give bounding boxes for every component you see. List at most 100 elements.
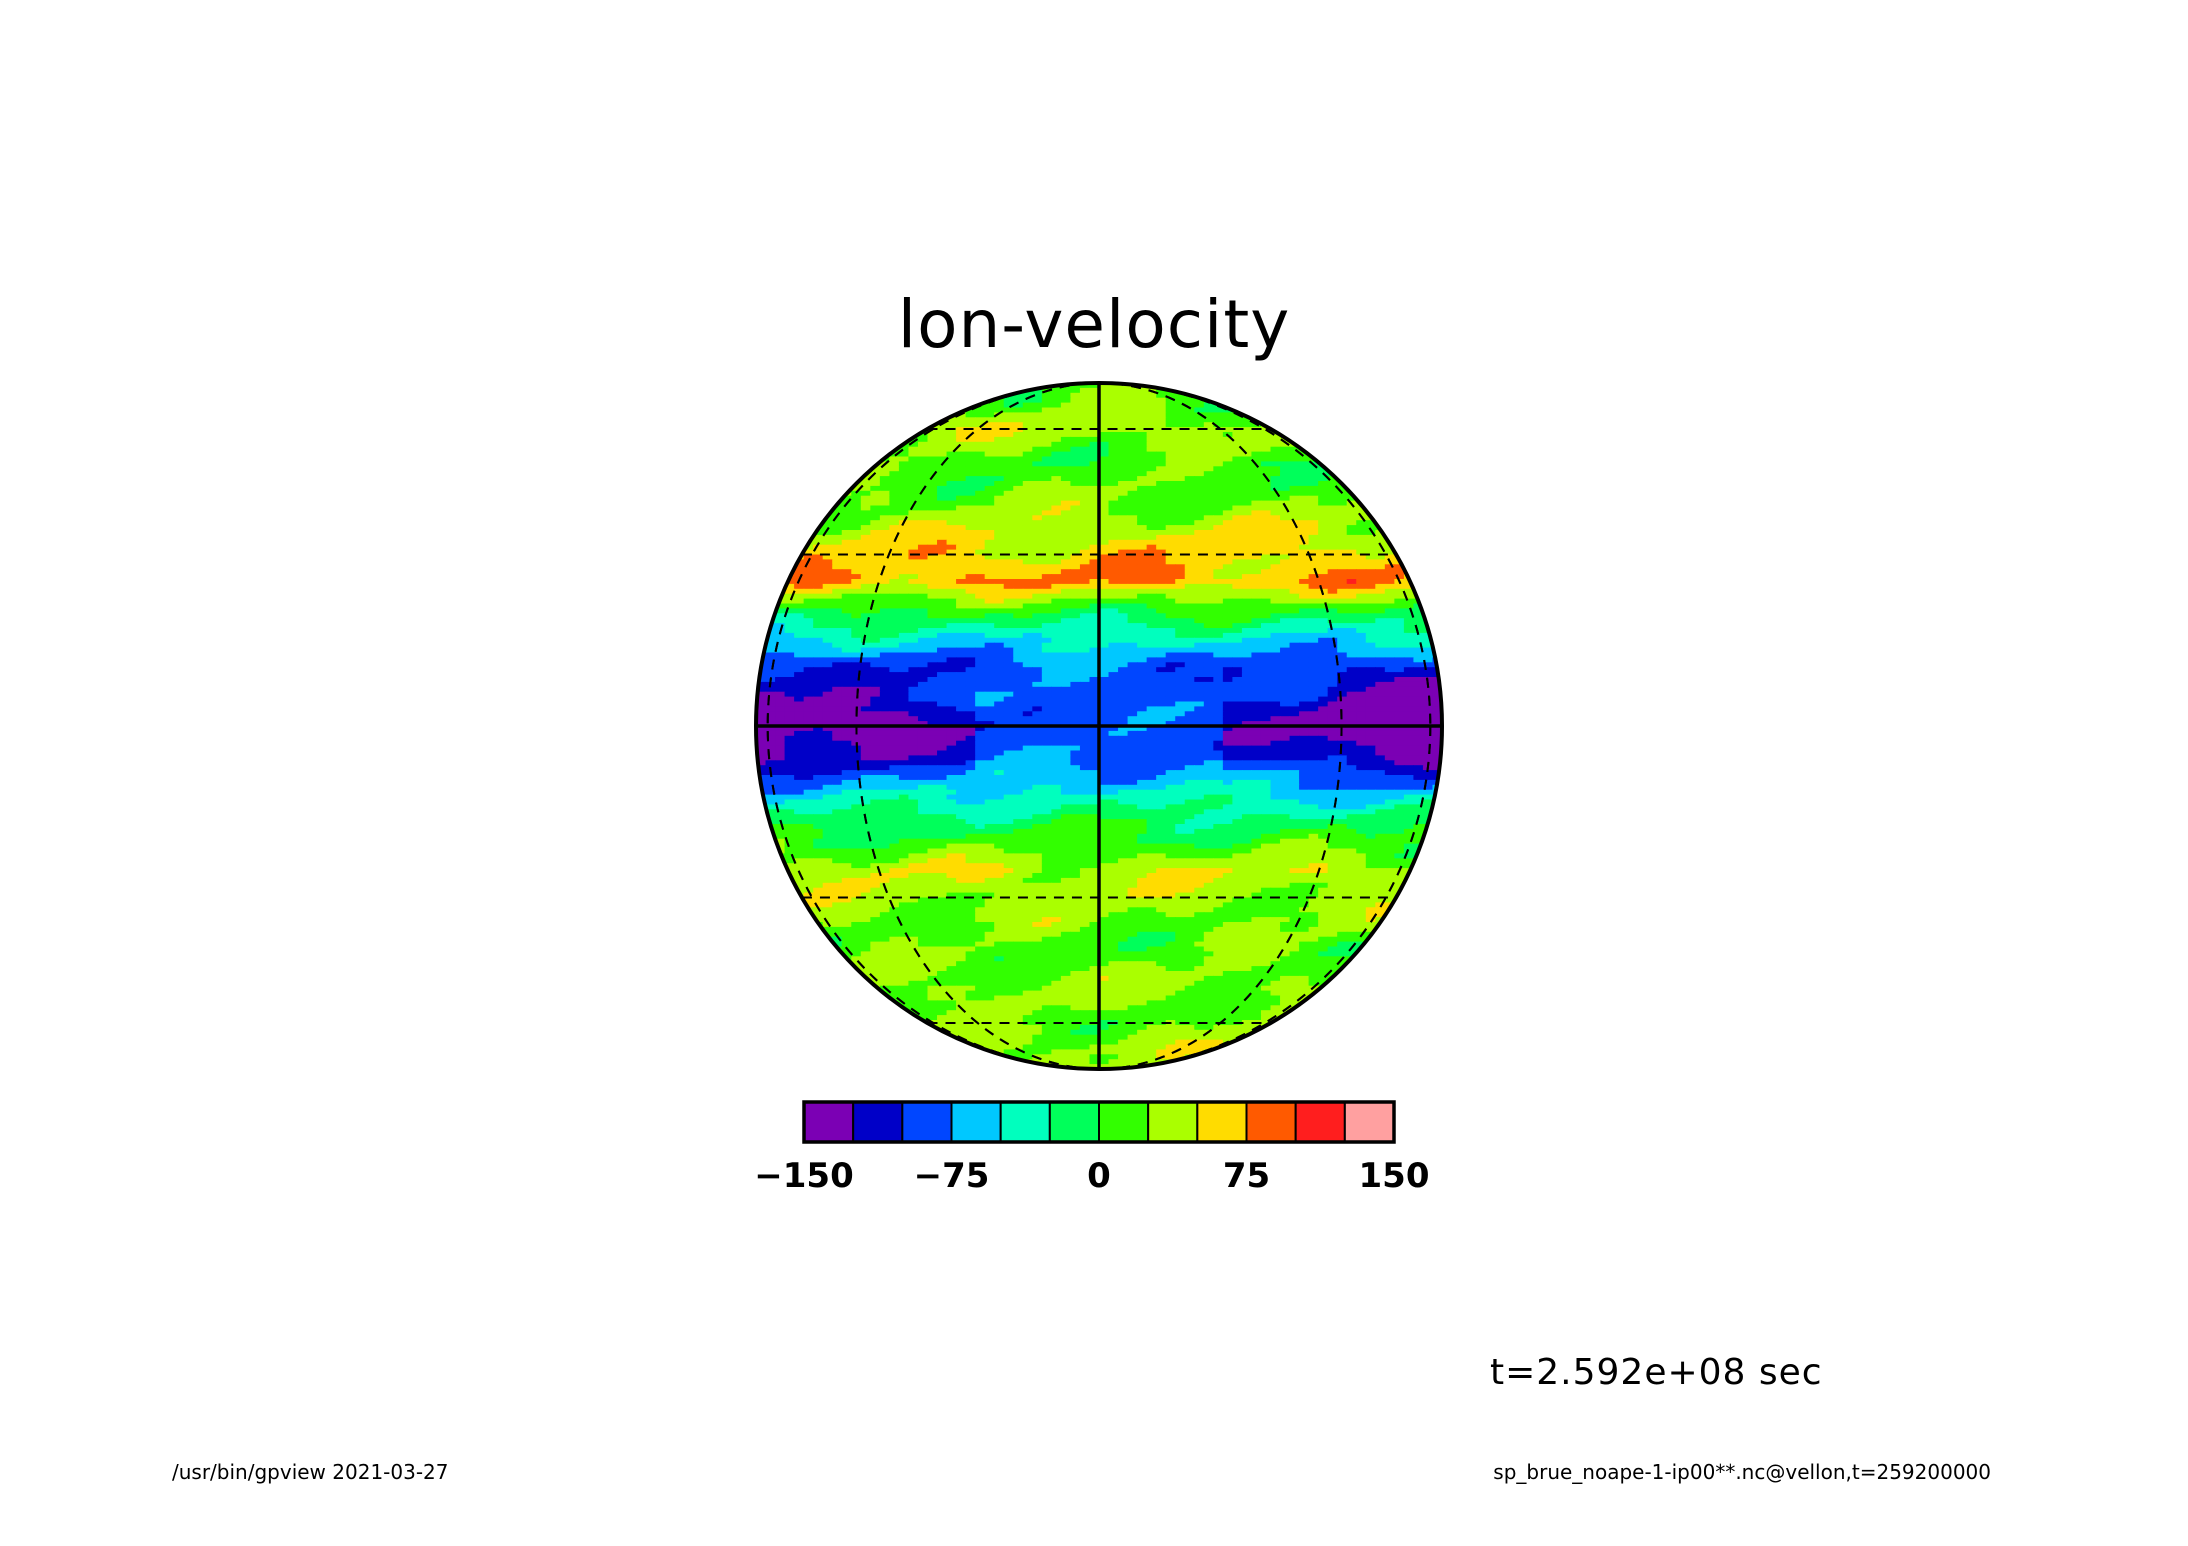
field-cell: [1318, 691, 1329, 698]
field-cell: [1308, 510, 1319, 516]
field-cell: [1022, 500, 1033, 507]
field-cell: [1146, 461, 1157, 467]
field-cell: [994, 721, 1005, 727]
field-cell: [879, 706, 890, 712]
field-cell: [870, 549, 881, 556]
field-cell: [1308, 662, 1319, 668]
field-cell: [765, 544, 776, 551]
field-cell: [1289, 461, 1300, 467]
field-cell: [851, 436, 862, 443]
field-cell: [775, 515, 786, 521]
field-cell: [1146, 598, 1157, 605]
field-cell: [994, 544, 1005, 551]
field-cell: [1003, 691, 1014, 698]
field-cell: [1337, 539, 1348, 546]
field-cell: [1337, 441, 1348, 448]
field-cell: [984, 417, 995, 423]
field-cell: [975, 510, 986, 516]
field-cell: [994, 417, 1005, 423]
field-cell: [860, 549, 871, 556]
field-cell: [1327, 476, 1338, 482]
field-cell: [756, 588, 767, 595]
field-cell: [946, 402, 957, 409]
field-cell: [1308, 652, 1319, 658]
field-cell: [1032, 446, 1043, 453]
field-cell: [1099, 530, 1110, 536]
field-cell: [1270, 716, 1281, 722]
field-cell: [975, 579, 986, 585]
field-cell: [1003, 525, 1014, 531]
field-cell: [1184, 588, 1195, 595]
field-cell: [1308, 407, 1319, 413]
field-cell: [1137, 696, 1148, 703]
field-cell: [994, 642, 1005, 649]
field-cell: [1146, 628, 1157, 634]
field-cell: [1108, 417, 1119, 423]
field-cell: [1403, 422, 1415, 428]
field-cell: [1089, 608, 1100, 614]
field-cell: [1156, 667, 1167, 673]
field-cell: [927, 637, 938, 644]
field-cell: [803, 637, 814, 644]
field-cell: [1365, 569, 1376, 575]
field-cell: [1365, 691, 1376, 698]
field-cell: [765, 397, 776, 404]
field-cell: [1175, 711, 1186, 717]
field-cell: [813, 383, 824, 389]
field-cell: [1079, 637, 1091, 644]
field-cell: [1422, 485, 1434, 492]
field-cell: [1413, 534, 1424, 541]
field-cell: [1108, 436, 1119, 443]
field-cell: [1289, 500, 1300, 507]
field-cell: [1289, 564, 1300, 570]
field-cell: [1099, 628, 1110, 634]
field-cell: [1003, 544, 1014, 551]
field-cell: [1156, 691, 1167, 698]
field-cell: [1070, 515, 1081, 521]
field-cell: [1241, 525, 1253, 531]
field-cell: [1375, 451, 1386, 458]
field-cell: [937, 598, 948, 605]
field-cell: [1022, 632, 1033, 639]
field-cell: [756, 593, 767, 600]
field-cell: [1213, 544, 1224, 551]
field-cell: [775, 711, 786, 717]
field-cell: [1165, 520, 1176, 526]
field-cell: [1356, 441, 1367, 448]
field-cell: [1289, 686, 1300, 693]
field-cell: [784, 549, 795, 556]
field-cell: [1194, 544, 1205, 551]
field-cell: [1337, 407, 1348, 413]
field-cell: [927, 564, 938, 570]
field-cell: [956, 569, 967, 575]
field-cell: [1203, 574, 1214, 580]
field-cell: [1299, 632, 1310, 639]
field-cell: [1232, 392, 1243, 399]
field-cell: [1213, 451, 1224, 458]
field-cell: [879, 667, 890, 673]
field-cell: [851, 721, 862, 727]
field-cell: [1280, 696, 1291, 703]
field-cell: [879, 490, 890, 497]
field-cell: [946, 677, 957, 683]
field-cell: [1175, 407, 1186, 413]
field-cell: [1260, 652, 1272, 658]
field-cell: [946, 696, 957, 703]
field-cell: [1356, 608, 1367, 614]
field-cell: [1222, 623, 1233, 629]
field-cell: [1003, 485, 1014, 492]
field-cell: [1118, 632, 1129, 639]
field-cell: [1184, 623, 1195, 629]
field-cell: [956, 652, 967, 658]
field-cell: [1232, 446, 1243, 453]
field-cell: [1051, 677, 1062, 683]
field-cell: [1356, 632, 1367, 639]
field-cell: [1184, 461, 1195, 467]
field-cell: [1118, 637, 1129, 644]
field-cell: [775, 500, 786, 507]
field-cell: [917, 637, 929, 644]
field-cell: [1079, 466, 1091, 472]
field-cell: [1432, 583, 1442, 590]
field-cell: [1422, 402, 1434, 409]
field-cell: [1432, 505, 1442, 511]
